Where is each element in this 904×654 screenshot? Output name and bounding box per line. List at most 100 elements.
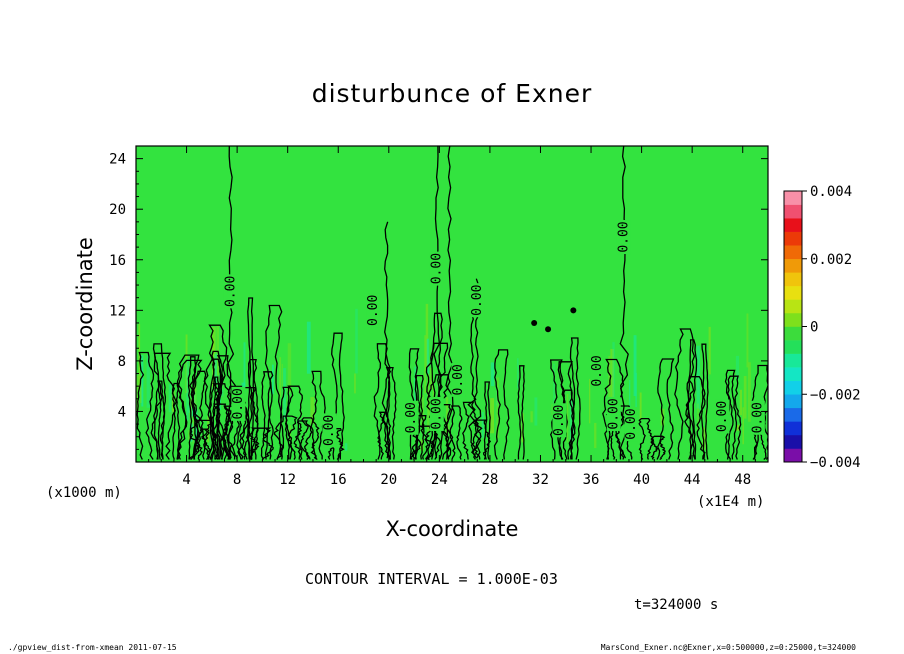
- field-patch: [743, 376, 747, 419]
- field-patch: [146, 354, 150, 408]
- colorbar-tick-label: 0.004: [810, 184, 852, 200]
- colorbar-ticks: 0.004 0.002 0 −0.002 −0.004: [802, 184, 861, 471]
- contour-label: 0.00: [552, 405, 567, 436]
- colorbar-segment: [784, 448, 802, 463]
- contour-line: [377, 411, 392, 460]
- field-patch: [354, 373, 356, 394]
- contour-line: [293, 420, 313, 460]
- contour-line: [247, 297, 255, 460]
- contour-label-bg: [470, 283, 485, 318]
- field-patch: [612, 342, 615, 404]
- field-patch: [243, 342, 246, 397]
- y-tick-label: 12: [109, 303, 126, 319]
- field-patch: [193, 384, 197, 418]
- field-patch: [310, 397, 315, 425]
- contour-line: [241, 386, 259, 460]
- contour-line: [187, 356, 197, 460]
- contour-labels: 0.000.000.000.000.000.000.000.000.000.00…: [223, 220, 765, 448]
- field-patch: [448, 423, 450, 433]
- contour-label-bg: [590, 353, 605, 388]
- contour-label: 0.00: [750, 402, 765, 433]
- field-patch: [736, 424, 740, 431]
- x-tick-label: 28: [481, 472, 498, 488]
- contour-line: [656, 358, 675, 460]
- contour-line: [569, 337, 581, 460]
- contour-label: 0.00: [470, 285, 485, 316]
- field-patch: [589, 378, 591, 424]
- contour-label-bg: [616, 220, 631, 255]
- colorbar-segment: [784, 258, 802, 273]
- colorbar-segment: [784, 245, 802, 260]
- field-patch: [355, 308, 358, 374]
- field-patch: [281, 363, 284, 388]
- field-patch: [633, 335, 637, 397]
- contour-label-bg: [231, 386, 246, 421]
- contour-line: [248, 427, 274, 461]
- field-patch: [187, 405, 192, 413]
- contour-line: [273, 415, 298, 460]
- footer-right: MarsCond_Exner.nc@Exner,x=0:500000,z=0:2…: [601, 643, 856, 652]
- y-tick-label: 8: [118, 354, 126, 370]
- field-patch: [429, 368, 433, 390]
- field-patch: [594, 422, 597, 449]
- field-patch: [141, 355, 144, 407]
- field-patch: [635, 372, 637, 422]
- field-patch: [747, 362, 751, 422]
- field-patch: [216, 325, 219, 375]
- contour-line: [462, 401, 479, 460]
- colorbar-segment: [784, 434, 802, 449]
- x-tick-label: 20: [380, 472, 397, 488]
- field-patch: [534, 397, 538, 426]
- x-tick-label: 36: [583, 472, 600, 488]
- field-patch: [194, 409, 198, 445]
- contour-label-bg: [750, 400, 765, 435]
- field-patch: [426, 338, 429, 376]
- field-patch: [185, 334, 188, 394]
- field-patch: [610, 349, 614, 402]
- contour-line: [300, 417, 320, 461]
- field-patch: [708, 326, 711, 375]
- contour-blob: [570, 307, 577, 314]
- field-patch: [192, 416, 194, 444]
- contour-line: [493, 349, 510, 460]
- contour-label-bg: [404, 400, 419, 435]
- field-patch: [530, 411, 533, 423]
- colorbar-segment: [784, 285, 802, 300]
- field-patch: [427, 374, 430, 432]
- field-patch: [496, 377, 500, 439]
- field-patch: [279, 357, 282, 398]
- y-tick-label: 20: [109, 202, 126, 218]
- field-patch: [287, 343, 292, 393]
- field-patch: [608, 355, 611, 401]
- contour-line: [467, 297, 478, 459]
- colorbar-segment: [784, 218, 802, 232]
- field-patch: [189, 398, 192, 415]
- contour-line: [136, 351, 155, 460]
- field-patch: [445, 397, 449, 437]
- contour-blob: [545, 326, 552, 333]
- field-patch: [481, 412, 484, 438]
- contour-label-bg: [322, 413, 337, 448]
- colorbar-tick-label: 0.002: [810, 252, 852, 268]
- contour-line: [260, 371, 274, 460]
- field-patch: [490, 398, 494, 434]
- colorbar-segment: [784, 407, 802, 422]
- x-tick-label: 24: [431, 472, 448, 488]
- field-patch: [566, 394, 569, 443]
- contour-line: [171, 382, 181, 460]
- field-patch: [490, 362, 495, 387]
- colorbar-segment: [784, 421, 802, 436]
- field-patch: [428, 399, 431, 415]
- contour-line: [674, 328, 696, 460]
- contour-line: [150, 352, 178, 460]
- contour-line: [619, 146, 629, 459]
- contour-label: 0.00: [429, 398, 444, 429]
- y-axis-label: Z-coordinate: [73, 237, 97, 371]
- colorbar-segment: [784, 394, 802, 409]
- contour-interval: CONTOUR INTERVAL = 1.000E-03: [305, 570, 558, 588]
- x-tick-label: 48: [734, 472, 751, 488]
- x-tick-label: 40: [633, 472, 650, 488]
- colorbar-tick-label: −0.002: [810, 387, 861, 403]
- field-patch: [742, 407, 744, 445]
- contour-label: 0.00: [451, 364, 466, 395]
